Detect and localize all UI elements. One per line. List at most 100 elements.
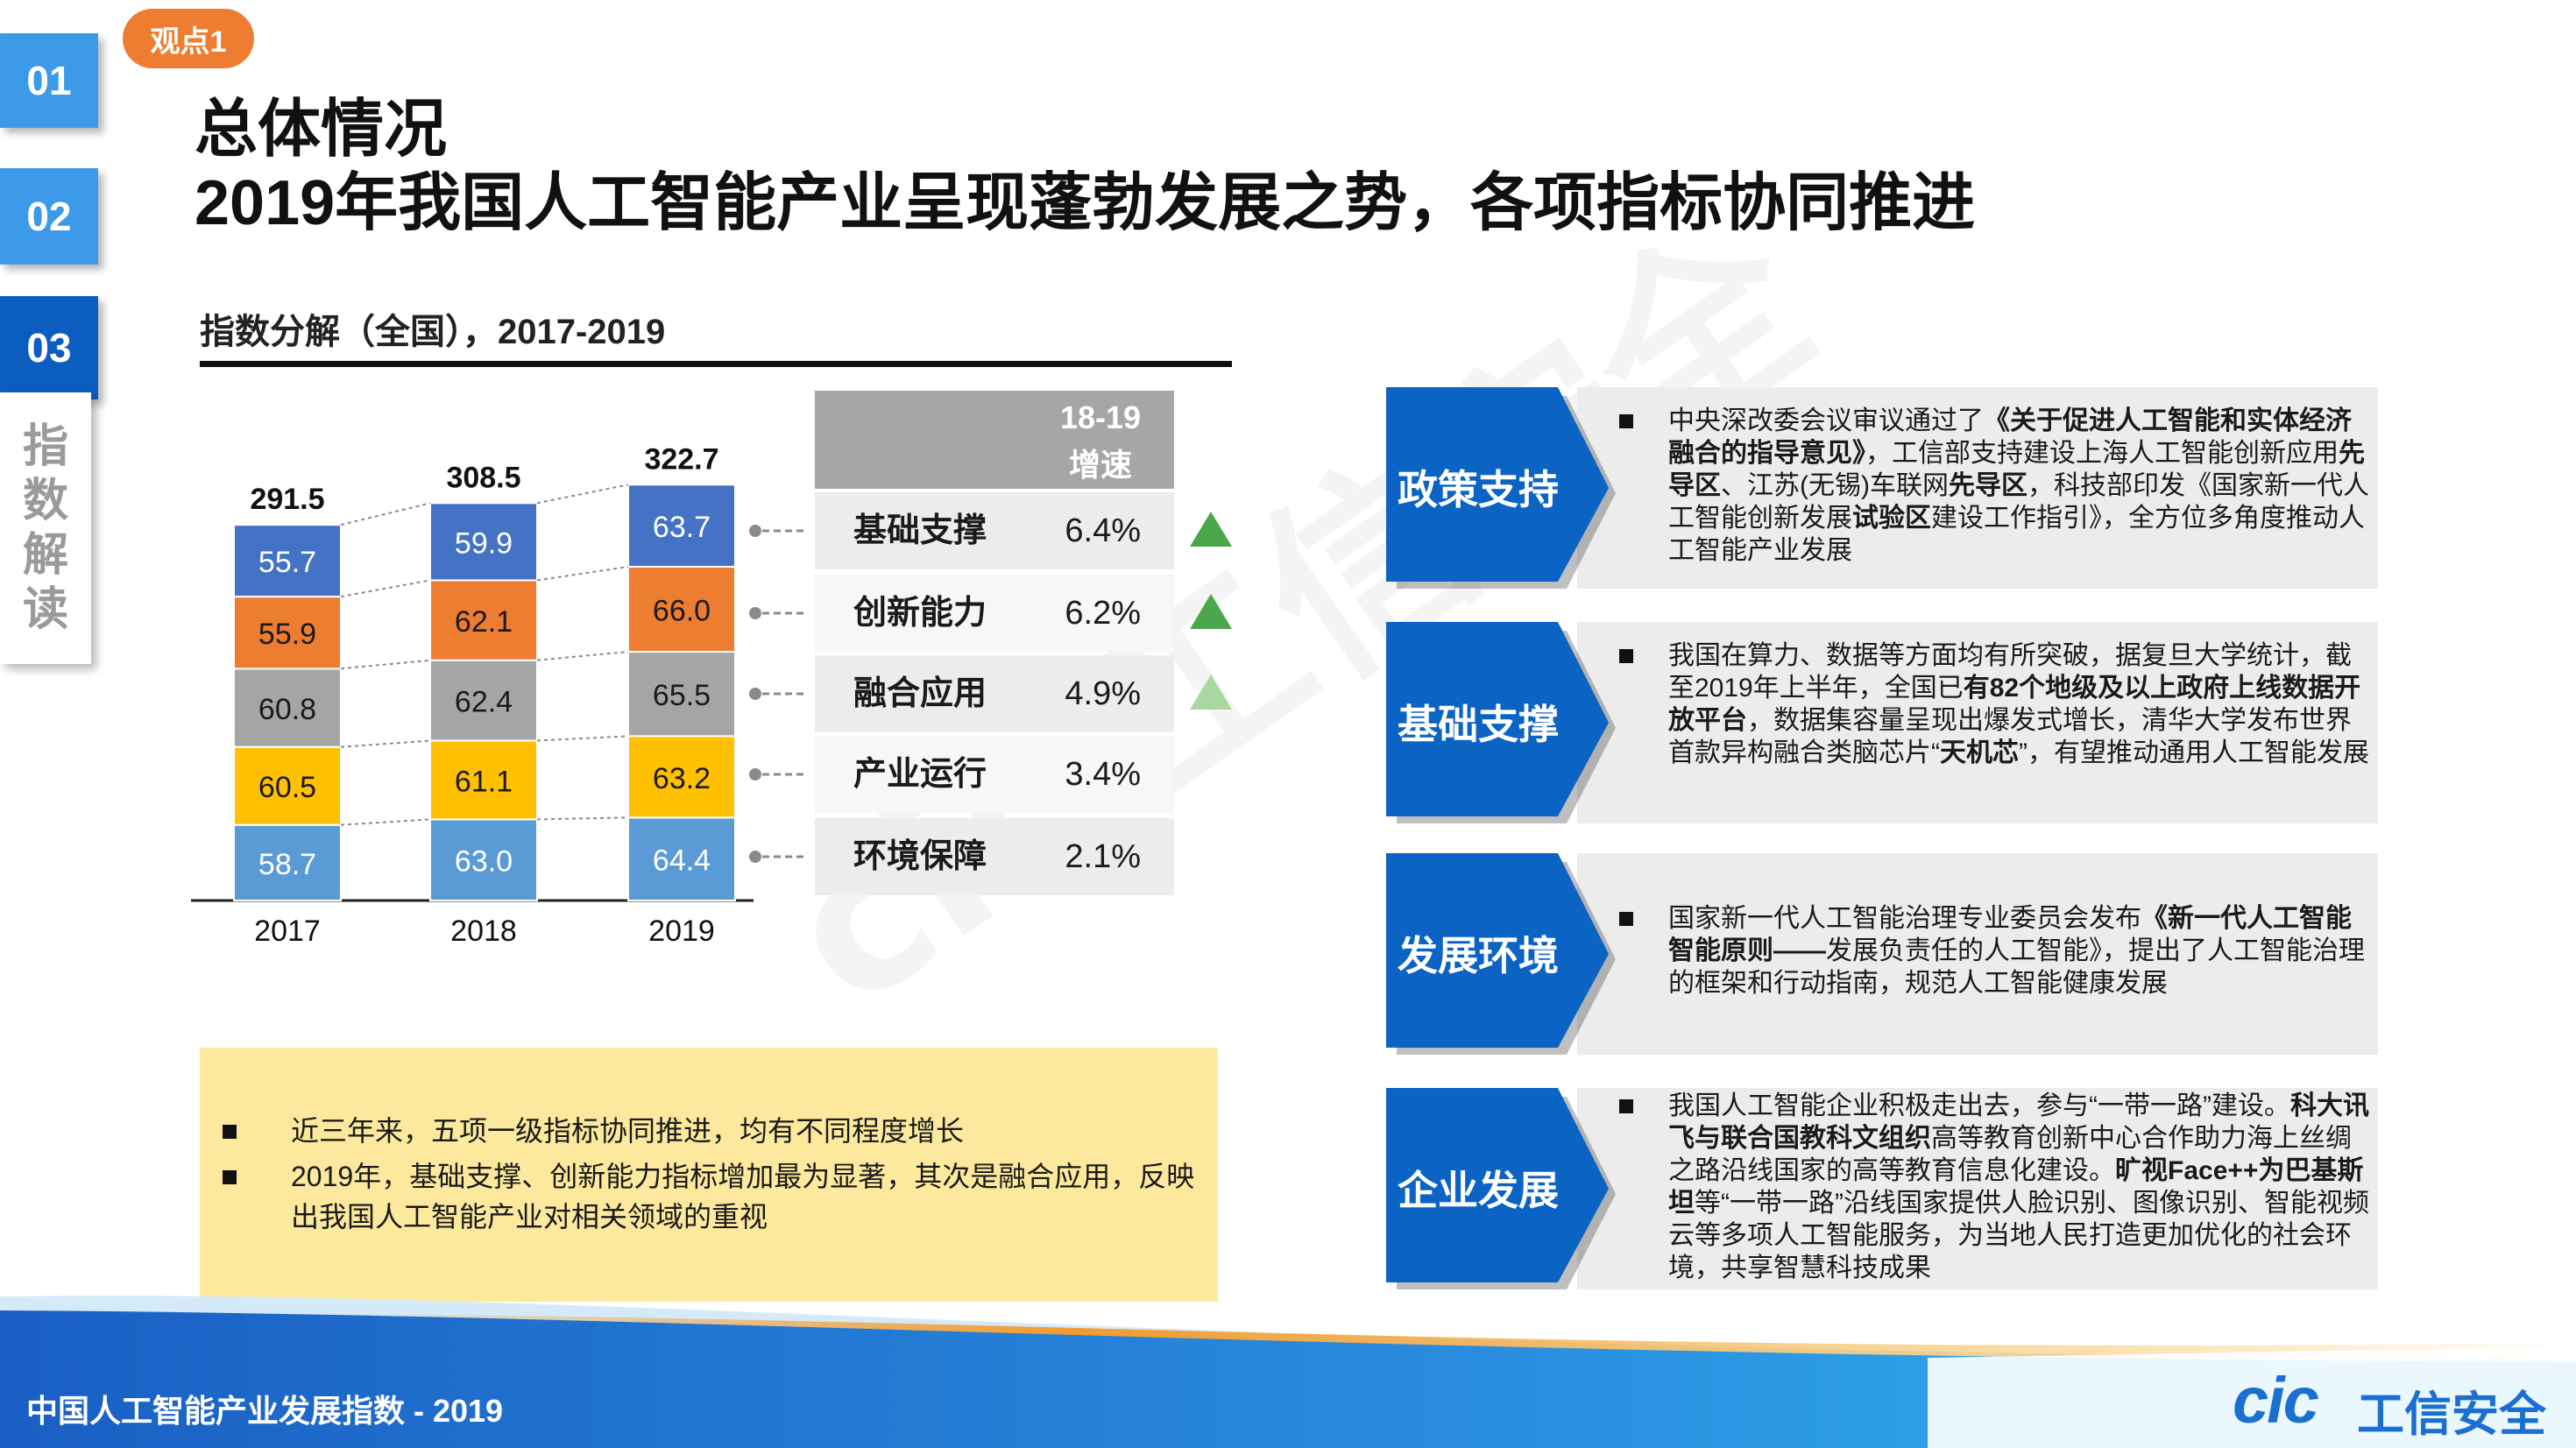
connector-line bbox=[536, 735, 629, 742]
bar-segment bbox=[429, 579, 538, 661]
panel-background bbox=[1577, 853, 2378, 1055]
bullet-square-icon bbox=[1619, 912, 1633, 926]
bar-value-label: 55.9 bbox=[258, 618, 316, 651]
bullet-square-icon bbox=[223, 1170, 237, 1184]
panel-label: 企业发展 bbox=[1398, 1168, 1559, 1213]
panel-background bbox=[1577, 622, 2378, 823]
panel-background bbox=[1577, 387, 2378, 589]
leader-dot bbox=[749, 768, 761, 781]
nav-tab-01[interactable]: 01 bbox=[0, 33, 98, 128]
growth-row-value: 3.4% bbox=[1065, 756, 1141, 793]
leader-dot bbox=[749, 525, 761, 537]
bullet-square-icon bbox=[1619, 649, 1633, 663]
bar-value-label: 63.2 bbox=[653, 762, 711, 795]
up-arrow-icon bbox=[1190, 594, 1232, 629]
growth-row-label: 环境保障 bbox=[853, 838, 987, 875]
bar-segment bbox=[429, 502, 538, 582]
bar-value-label: 60.5 bbox=[258, 771, 316, 804]
bar-value-label: 63.7 bbox=[653, 511, 711, 544]
note-text: 近三年来，五项一级指标协同推进，均有不同程度增长 bbox=[291, 1115, 965, 1147]
bar-total-label: 291.5 bbox=[250, 483, 324, 516]
connector-line bbox=[340, 739, 431, 748]
x-tick-label: 2019 bbox=[648, 915, 715, 948]
bar-value-label: 55.7 bbox=[258, 546, 316, 579]
panel-chevron-icon bbox=[1386, 853, 1616, 1055]
bar-value-label: 61.1 bbox=[455, 765, 513, 798]
connector-line bbox=[340, 818, 431, 826]
connector-line bbox=[536, 565, 629, 582]
bar-value-label: 62.4 bbox=[455, 686, 513, 719]
page-title: 总体情况 bbox=[195, 95, 448, 165]
footer-wave bbox=[0, 1296, 2576, 1448]
stacked-bar-chart: 58.7 60.5 60.8 55.9 55.7 291.5 2017 63.0 61.1 62.… bbox=[191, 442, 806, 948]
panel-label: 政策支持 bbox=[1398, 467, 1559, 512]
x-tick-label: 2018 bbox=[450, 915, 517, 948]
bar-value-label: 63.0 bbox=[455, 845, 513, 879]
growth-header-line1: 18-19 bbox=[1060, 399, 1142, 435]
bar-value-label: 62.1 bbox=[455, 605, 513, 639]
page-headline: 2019年我国人工智能产业呈现蓬勃发展之势，各项指标协同推进 bbox=[195, 168, 1976, 238]
panel-chevron-icon bbox=[1386, 622, 1616, 823]
bar-segment bbox=[233, 745, 342, 826]
growth-row-label: 基础支撑 bbox=[853, 512, 987, 549]
growth-header-line2: 增速 bbox=[1069, 447, 1133, 483]
bar-segment bbox=[429, 818, 538, 901]
growth-row-value: 4.9% bbox=[1065, 675, 1141, 712]
growth-row: 产业运行 3.4% bbox=[815, 736, 1174, 813]
cic-logo: cic bbox=[2233, 1364, 2319, 1437]
growth-row-value: 2.1% bbox=[1065, 838, 1141, 875]
x-tick-label: 2017 bbox=[254, 915, 321, 948]
nav-tab-02[interactable]: 02 bbox=[0, 168, 98, 265]
chart-subtitle: 指数分解（全国），2017-2019 bbox=[200, 313, 666, 351]
panel-body: 国家新一代人工智能治理专业委员会发布《新一代人工智能智能原则——发展负责任的人工… bbox=[1668, 904, 2365, 998]
growth-row-value: 6.2% bbox=[1065, 595, 1141, 632]
connector-line bbox=[536, 484, 629, 505]
nav-label-char: 指 bbox=[22, 421, 68, 472]
up-arrow-icon bbox=[1190, 512, 1232, 547]
growth-row-value: 6.4% bbox=[1065, 512, 1141, 549]
nav-label-char: 解 bbox=[22, 530, 68, 581]
nav-label-char: 读 bbox=[22, 584, 68, 635]
panel-body: 我国在算力、数据等方面均有所突破，据复旦大学统计，截至2019年上半年，全国已有… bbox=[1668, 641, 2369, 767]
connector-line bbox=[340, 659, 431, 670]
bar-segment bbox=[429, 739, 538, 821]
bullet-square-icon bbox=[223, 1125, 237, 1139]
growth-row-label: 融合应用 bbox=[853, 675, 987, 712]
connector-line bbox=[536, 651, 629, 661]
bullet-square-icon bbox=[1619, 414, 1633, 428]
up-arrow-icon bbox=[1190, 675, 1232, 710]
bar-total-label: 308.5 bbox=[446, 461, 520, 494]
growth-row: 环境保障 2.1% bbox=[815, 818, 1174, 895]
leader-dot bbox=[749, 607, 761, 619]
bar-segment bbox=[233, 823, 342, 902]
bar-value-label: 60.8 bbox=[258, 693, 316, 726]
bar-total-label: 322.7 bbox=[644, 442, 718, 476]
leader-dot bbox=[749, 688, 761, 700]
connector-line bbox=[340, 579, 431, 598]
growth-row-label: 产业运行 bbox=[853, 756, 987, 793]
logo-cn-text: 工信安全 bbox=[2357, 1388, 2546, 1441]
bar-value-label: 58.7 bbox=[258, 848, 316, 881]
panel-label: 基础支撑 bbox=[1398, 702, 1559, 747]
connector-line bbox=[340, 502, 431, 526]
growth-table-header: 18-19 增速 bbox=[815, 391, 1174, 489]
bar-value-label: 66.0 bbox=[653, 595, 711, 628]
nav-tab-03[interactable]: 03 bbox=[0, 296, 98, 399]
bar-segment bbox=[627, 735, 736, 819]
note-text: 2019年，基础支撑、创新能力指标增加最为显著，其次是融合应用，反映出我国人工智… bbox=[291, 1161, 1195, 1233]
panel-background bbox=[1577, 1088, 2378, 1289]
bar-segment bbox=[627, 484, 736, 568]
footer-title: 中国人工智能产业发展指数 - 2019 bbox=[26, 1393, 504, 1429]
panel-body: 我国人工智能企业积极走出去，参与“一带一路”建设。科大讯飞与联合国教科文组织高等… bbox=[1668, 1091, 2369, 1282]
panel-chevron-icon bbox=[1386, 1088, 1616, 1289]
viewpoint-badge: 观点1 bbox=[123, 9, 254, 68]
bar-segment bbox=[627, 816, 736, 902]
growth-row: 基础支撑 6.4% bbox=[815, 492, 1174, 569]
growth-row: 创新能力 6.2% bbox=[815, 575, 1174, 652]
leader-dot bbox=[749, 851, 761, 863]
bar-value-label: 59.9 bbox=[455, 526, 513, 560]
bar-value-label: 65.5 bbox=[653, 679, 711, 712]
growth-row: 融合应用 4.9% bbox=[815, 655, 1174, 732]
bar-segment bbox=[233, 524, 342, 598]
growth-row-label: 创新能力 bbox=[853, 595, 987, 632]
